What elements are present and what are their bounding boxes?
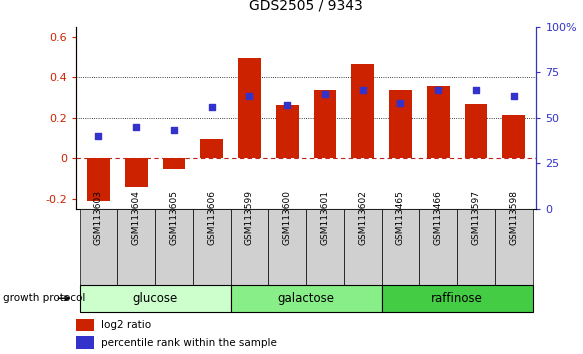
Text: GSM113600: GSM113600 — [283, 190, 292, 245]
Bar — [163, 158, 185, 169]
Text: log2 ratio: log2 ratio — [101, 320, 151, 330]
Text: GSM113599: GSM113599 — [245, 190, 254, 245]
Bar — [427, 86, 449, 158]
Bar — [276, 104, 298, 158]
Text: GSM113603: GSM113603 — [94, 190, 103, 245]
Bar — [87, 158, 110, 201]
Text: GDS2505 / 9343: GDS2505 / 9343 — [249, 0, 363, 12]
Bar — [76, 336, 94, 349]
Point — [207, 104, 216, 110]
Bar — [79, 285, 230, 312]
Text: GSM113604: GSM113604 — [132, 190, 141, 245]
Text: growth protocol: growth protocol — [3, 293, 85, 303]
Bar — [344, 209, 382, 285]
Point — [434, 87, 443, 93]
Bar — [314, 90, 336, 158]
Point — [245, 93, 254, 99]
Bar — [465, 103, 487, 158]
Text: GSM113597: GSM113597 — [472, 190, 480, 245]
Bar — [238, 58, 261, 158]
Point — [169, 128, 178, 133]
Text: GSM113606: GSM113606 — [207, 190, 216, 245]
Point — [320, 91, 329, 97]
Point — [471, 87, 480, 93]
Point — [509, 93, 518, 99]
Text: GSM113465: GSM113465 — [396, 190, 405, 245]
Point — [283, 102, 292, 108]
Bar — [201, 139, 223, 158]
Text: GSM113602: GSM113602 — [358, 190, 367, 245]
Bar — [495, 209, 533, 285]
Point — [358, 87, 367, 93]
Bar — [503, 115, 525, 158]
Bar — [79, 209, 117, 285]
Bar — [155, 209, 193, 285]
Bar — [76, 319, 94, 331]
Text: percentile rank within the sample: percentile rank within the sample — [101, 338, 277, 348]
Point — [132, 124, 141, 130]
Text: GSM113598: GSM113598 — [509, 190, 518, 245]
Text: galactose: galactose — [278, 292, 335, 305]
Bar — [125, 158, 147, 187]
Text: GSM113605: GSM113605 — [170, 190, 178, 245]
Bar — [230, 285, 382, 312]
Bar — [382, 209, 419, 285]
Bar — [230, 209, 268, 285]
Bar — [268, 209, 306, 285]
Text: glucose: glucose — [132, 292, 178, 305]
Point — [396, 100, 405, 106]
Bar — [419, 209, 457, 285]
Bar — [382, 285, 533, 312]
Bar — [117, 209, 155, 285]
Bar — [389, 90, 412, 158]
Bar — [457, 209, 495, 285]
Bar — [352, 64, 374, 158]
Text: raffinose: raffinose — [431, 292, 483, 305]
Point — [94, 133, 103, 139]
Bar — [193, 209, 230, 285]
Bar — [306, 209, 344, 285]
Text: GSM113466: GSM113466 — [434, 190, 442, 245]
Text: GSM113601: GSM113601 — [321, 190, 329, 245]
